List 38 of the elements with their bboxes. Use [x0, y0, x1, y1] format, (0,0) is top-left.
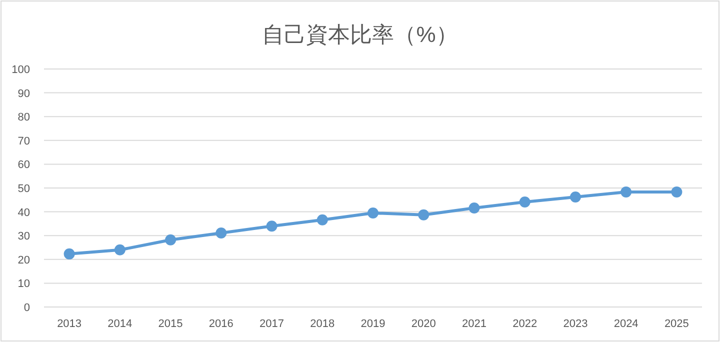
x-tick-label: 2019: [360, 318, 386, 330]
x-tick-label: 2025: [664, 318, 689, 330]
x-tick-label: 2022: [512, 318, 538, 330]
point: [64, 248, 75, 260]
x-tick-label: 2017: [260, 318, 284, 330]
y-tick-label: 10: [18, 278, 30, 290]
point: [620, 186, 632, 198]
point: [570, 192, 581, 203]
y-tick-label: 100: [12, 64, 30, 76]
x-tick-label: 2024: [614, 318, 638, 330]
x-tick-label: 2013: [57, 318, 82, 330]
point: [114, 244, 126, 256]
x-tick-label: 2015: [158, 318, 183, 330]
point: [266, 220, 278, 232]
x-tick-label: 2020: [411, 318, 436, 330]
point: [519, 196, 530, 208]
point: [671, 186, 682, 198]
y-tick-label: 0: [24, 302, 30, 314]
point: [316, 214, 328, 226]
y-tick-label: 80: [18, 112, 30, 124]
y-tick-label: 90: [18, 88, 30, 100]
y-tick-label: 70: [18, 135, 30, 148]
y-tick-label: 60: [18, 159, 30, 172]
y-tick-label: 30: [18, 230, 30, 243]
x-tick-label: 2023: [563, 318, 588, 330]
point: [216, 227, 227, 238]
point: [468, 202, 480, 214]
point: [165, 234, 176, 246]
y-tick-label: 20: [18, 254, 30, 266]
point: [418, 209, 430, 220]
x-tick-label: 2016: [208, 318, 234, 330]
x-tick-label: 2014: [108, 318, 132, 330]
x-tick-label: 2021: [462, 318, 486, 330]
y-tick-label: 50: [18, 183, 30, 195]
x-tick-label: 2018: [310, 318, 335, 330]
point: [368, 207, 378, 218]
y-tick-label: 40: [18, 206, 30, 219]
chart-title: 自己資本比率（%）: [262, 22, 458, 47]
